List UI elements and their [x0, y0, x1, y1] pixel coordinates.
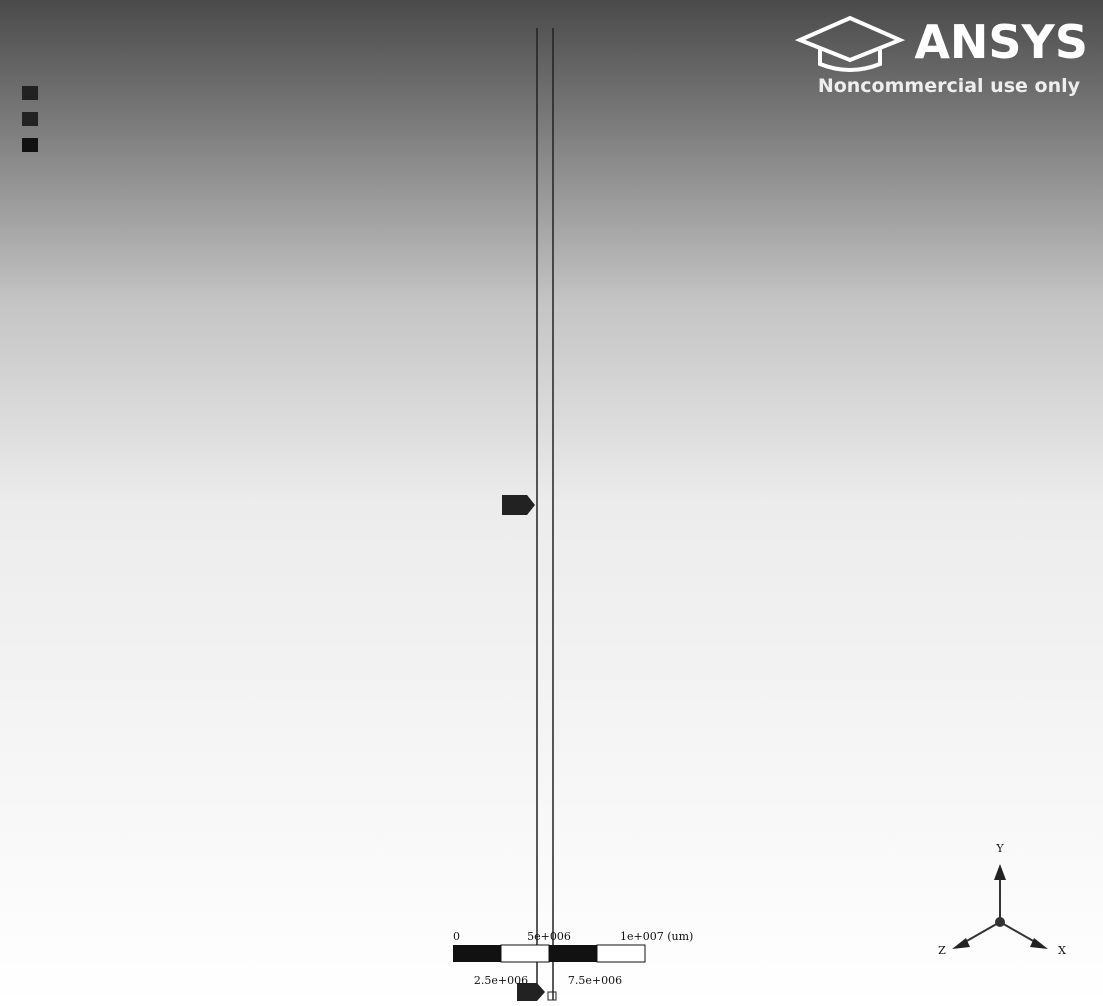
triad-origin [995, 917, 1005, 927]
scale-label: 1e+007 (um) [620, 930, 693, 943]
legend-swatch [22, 112, 38, 126]
legend [22, 86, 38, 152]
scale-segment [453, 945, 501, 962]
scale-label: 5e+006 [527, 930, 571, 943]
scale-segment [501, 945, 549, 962]
viewport: ANSYS Noncommercial use only 0 5e+006 1e… [0, 0, 1103, 1006]
scale-label: 7.5e+006 [568, 974, 622, 987]
scale-segment [597, 945, 645, 962]
legend-swatch [22, 138, 38, 152]
triad-label: X [1058, 944, 1066, 957]
triad-label: Z [938, 944, 946, 957]
background [0, 0, 1103, 1006]
logo-brand: ANSYS [914, 15, 1088, 69]
logo-notice: Noncommercial use only [818, 75, 1081, 97]
legend-swatch [22, 86, 38, 100]
scale-label: 2.5e+006 [474, 974, 528, 987]
triad-label: Y [995, 842, 1004, 855]
scale-label: 0 [453, 930, 460, 943]
scale-segment [549, 945, 597, 962]
